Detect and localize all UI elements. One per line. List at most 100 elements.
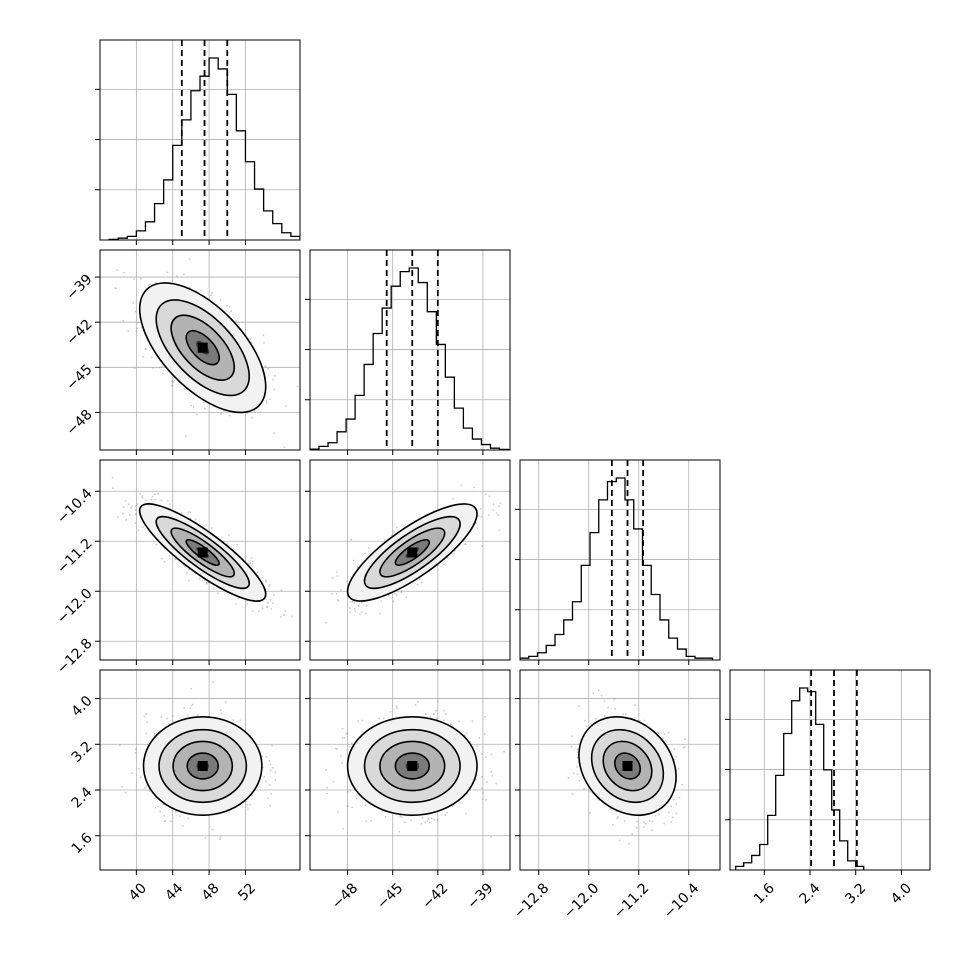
scatter-point: [416, 583, 419, 586]
scatter-point: [390, 534, 393, 537]
scatter-point: [180, 511, 183, 514]
scatter-point: [495, 512, 498, 515]
scatter-point: [337, 811, 339, 814]
panel-frame: [519, 459, 721, 661]
scatter-point: [643, 719, 646, 722]
scatter-point: [497, 514, 500, 517]
joint-panel-content: [520, 670, 720, 870]
histogram-panel-0: [95, 39, 301, 241]
scatter-point: [325, 621, 328, 624]
scatter-point: [667, 731, 670, 734]
scatter-point: [672, 798, 675, 801]
scatter-point: [134, 748, 137, 751]
scatter-point: [269, 804, 272, 807]
scatter-point: [122, 506, 125, 509]
scatter-point: [280, 589, 283, 592]
scatter-point: [603, 700, 606, 702]
scatter-point: [613, 698, 616, 701]
scatter-point: [668, 811, 670, 814]
contour-line-2: [170, 314, 235, 381]
scatter-point: [417, 700, 419, 703]
scatter-point: [261, 607, 264, 610]
scatter-point: [662, 737, 665, 740]
scatter-point: [157, 805, 159, 808]
scatter-point: [160, 499, 163, 502]
scatter-point: [273, 388, 276, 391]
panel-frame: [99, 669, 301, 871]
scatter-point: [341, 762, 344, 764]
scatter-point: [133, 278, 135, 280]
scatter-point: [144, 786, 147, 789]
scatter-point: [401, 589, 403, 592]
scatter-point: [145, 732, 148, 735]
scatter-point: [609, 808, 611, 810]
scatter-point: [589, 812, 591, 814]
scatter-point: [186, 714, 189, 717]
contour-line-2: [170, 527, 236, 578]
scatter-point: [349, 607, 351, 610]
scatter-point: [191, 703, 194, 706]
scatter-point: [263, 341, 265, 344]
scatter-point: [414, 704, 417, 706]
scatter-point: [341, 727, 344, 730]
scatter-point: [134, 509, 137, 511]
scatter-point: [465, 732, 468, 734]
scatter-point: [339, 754, 342, 757]
scatter-point: [583, 788, 586, 790]
scatter-point: [490, 770, 493, 773]
scatter-point: [571, 735, 573, 738]
scatter-point: [130, 506, 132, 509]
scatter-point: [159, 810, 161, 813]
scatter-point: [247, 562, 250, 565]
scatter-point: [683, 746, 686, 748]
scatter-point: [115, 287, 117, 290]
scatter-point: [217, 592, 219, 595]
scatter-point: [543, 786, 545, 788]
scatter-point: [352, 559, 355, 562]
scatter-point: [136, 327, 139, 330]
scatter-point: [405, 596, 407, 599]
scatter-point: [283, 446, 286, 449]
scatter-point: [443, 563, 445, 566]
joint-panel-2-3: [519, 669, 721, 871]
scatter-point: [236, 543, 239, 546]
panel-frame: [99, 39, 301, 241]
scatter-point: [170, 384, 173, 387]
scatter-point: [148, 790, 151, 792]
scatter-point: [274, 374, 276, 377]
scatter-point: [670, 805, 672, 807]
scatter-point: [290, 615, 293, 618]
y-tick-label-p1-2: −42: [63, 317, 95, 349]
scatter-point: [483, 733, 486, 735]
scatter-point: [166, 717, 168, 720]
scatter-point: [356, 566, 359, 568]
scatter-point: [220, 712, 223, 715]
scatter-point: [174, 558, 177, 560]
panel-frame: [309, 669, 511, 871]
scatter-point: [274, 771, 277, 773]
scatter-point: [478, 737, 481, 739]
scatter-point: [488, 514, 490, 516]
scatter-point: [125, 518, 128, 521]
scatter-point: [642, 821, 645, 824]
scatter-point: [503, 750, 505, 753]
scatter-point: [124, 500, 127, 502]
scatter-point: [178, 815, 181, 817]
scatter-point: [446, 811, 448, 814]
scatter-point: [332, 780, 335, 783]
scatter-point: [473, 486, 475, 489]
contour-line-3: [186, 752, 219, 780]
scatter-point: [346, 805, 349, 808]
scatter-point: [576, 756, 579, 759]
scatter-point: [134, 505, 137, 508]
scatter-point: [445, 713, 447, 715]
scatter-point: [249, 803, 252, 806]
scatter-point: [343, 736, 346, 739]
scatter-point: [583, 719, 586, 722]
scatter-point: [577, 705, 580, 708]
scatter-point: [612, 824, 614, 826]
scatter-point: [190, 687, 192, 690]
scatter-point: [588, 790, 591, 793]
scatter-point: [427, 818, 429, 820]
scatter-point: [384, 816, 387, 818]
